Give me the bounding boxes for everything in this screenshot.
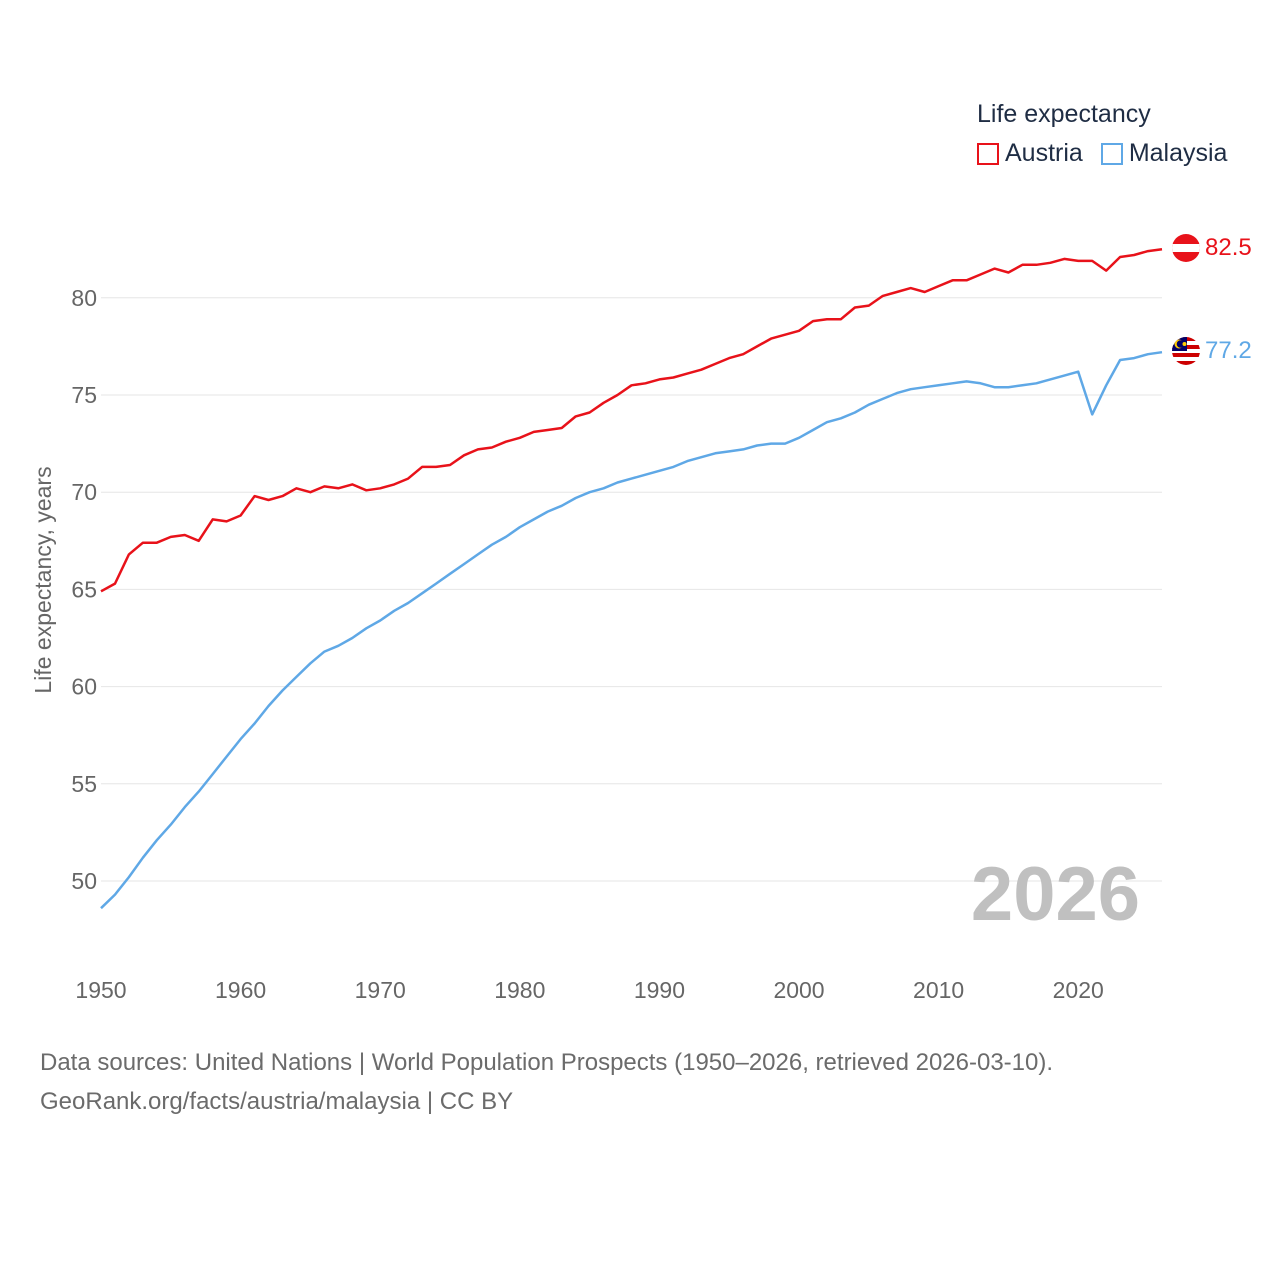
legend-items: Austria Malaysia xyxy=(977,139,1245,168)
data-sources-text: Data sources: United Nations | World Pop… xyxy=(40,1049,1054,1076)
x-tick-label: 1970 xyxy=(355,977,406,1003)
end-markers: 82.5 77.2 xyxy=(1172,234,1252,365)
x-tick-label: 2010 xyxy=(913,977,964,1003)
legend-item-austria[interactable]: Austria xyxy=(977,139,1083,168)
x-tick-label: 1950 xyxy=(75,977,126,1003)
austria-flag-icon xyxy=(1172,234,1200,262)
x-tick-label: 1960 xyxy=(215,977,266,1003)
legend: Life expectancy Austria Malaysia xyxy=(977,100,1245,168)
footer: Data sources: United Nations | World Pop… xyxy=(40,1043,1053,1121)
y-tick-label: 55 xyxy=(71,771,97,797)
y-tick-label: 50 xyxy=(71,868,97,894)
attribution-text: GeoRank.org/facts/austria/malaysia | CC … xyxy=(40,1088,514,1115)
y-tick-label: 80 xyxy=(71,285,97,311)
x-axis-ticks: 1950 1960 1970 1980 1990 2000 2010 2020 xyxy=(75,977,1103,1003)
x-tick-label: 1980 xyxy=(494,977,545,1003)
malaysia-end-label: 77.2 xyxy=(1205,337,1252,364)
life-expectancy-chart: 50 55 60 65 70 75 80 1950 1960 1970 1980 1990 2000 2… xyxy=(30,234,1252,1003)
legend-label-malaysia: Malaysia xyxy=(1128,139,1228,167)
series-line-malaysia xyxy=(100,350,1163,910)
legend-title: Life expectancy xyxy=(977,100,1151,128)
austria-end-label: 82.5 xyxy=(1205,234,1252,261)
grid-lines xyxy=(101,297,1162,882)
x-tick-label: 1990 xyxy=(634,977,685,1003)
malaysia-flag-icon xyxy=(1172,337,1200,365)
austria-swatch-icon xyxy=(977,142,999,165)
series-lines xyxy=(100,247,1163,910)
malaysia-swatch-icon xyxy=(1100,142,1123,165)
y-tick-label: 65 xyxy=(71,576,97,602)
y-axis-ticks: 50 55 60 65 70 75 80 xyxy=(71,285,97,894)
y-tick-label: 60 xyxy=(71,674,97,700)
y-tick-label: 75 xyxy=(71,382,97,408)
x-tick-label: 2000 xyxy=(773,977,824,1003)
y-axis-label: Life expectancy, years xyxy=(30,466,56,693)
legend-item-malaysia[interactable]: Malaysia xyxy=(1100,139,1228,168)
legend-label-austria: Austria xyxy=(1005,139,1083,167)
y-tick-label: 70 xyxy=(71,479,97,505)
year-watermark: 2026 xyxy=(971,852,1140,937)
x-tick-label: 2020 xyxy=(1053,977,1104,1003)
series-line-austria xyxy=(100,247,1163,593)
